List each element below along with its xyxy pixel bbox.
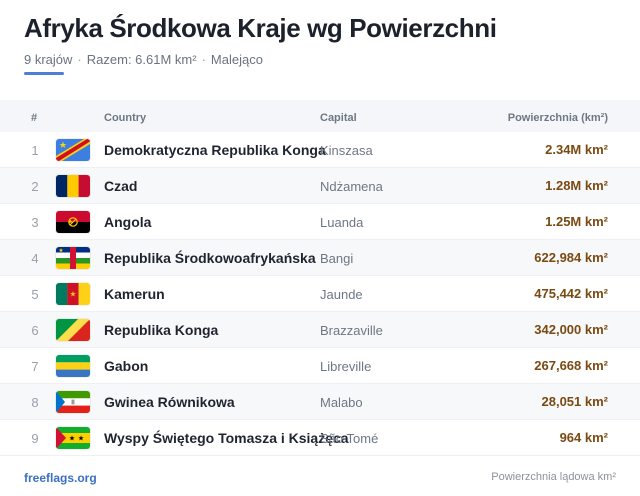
area-value: 28,051 km² [541,394,609,409]
total-area: Razem: 6.61M km² [86,52,197,67]
sao-tome-flag-icon [56,427,90,449]
row-number: 4 [31,251,39,266]
chad-flag-icon [56,175,90,197]
page-title: Afryka Środkowa Kraje wg Powierzchni [24,13,497,43]
capital-name: Libreville [320,359,372,374]
row-number: 8 [31,395,39,410]
area-value: 622,984 km² [534,250,608,265]
table-row[interactable]: 7 Gabon Libreville 267,668 km² [0,348,640,384]
country-count: 9 krajów [24,52,73,67]
column-header-area[interactable]: Powierzchnia (km²) [507,112,608,124]
page-header: Afryka Środkowa Kraje wg Powierzchni 9 k… [24,12,624,75]
column-header-country[interactable]: Country [104,112,147,124]
table-row[interactable]: 5 Kamerun Jaunde 475,442 km² [0,276,640,312]
car-flag-icon [56,247,90,269]
congo-flag-icon [56,319,90,341]
country-name: Republika Środkowoafrykańska [104,250,316,266]
row-number: 1 [31,143,39,158]
row-number: 6 [31,323,39,338]
country-name: Gabon [104,358,149,374]
source-link[interactable]: freeflags.org [24,471,97,485]
area-value: 342,000 km² [534,322,608,337]
row-number: 5 [31,287,39,302]
separator: · [77,52,82,67]
country-name: Kamerun [104,286,165,302]
row-number: 7 [31,359,39,374]
row-number: 9 [31,431,39,446]
area-value: 2.34M km² [545,142,608,157]
gabon-flag-icon [56,355,90,377]
area-value: 475,442 km² [534,286,608,301]
row-number: 3 [31,215,39,230]
footer-note: Powierzchnia lądowa km² [491,471,616,483]
country-name: Czad [104,178,138,194]
area-value: 1.25M km² [545,214,608,229]
country-name: Republika Konga [104,322,219,338]
capital-name: Jaunde [320,287,363,302]
table-row[interactable]: 4 Republika Środkowoafrykańska Bangi 622… [0,240,640,276]
capital-name: Bangi [320,251,354,266]
page-subtitle: 9 krajów · Razem: 6.61M km² · Malejąco [24,52,624,68]
row-number: 2 [31,179,39,194]
capital-name: Malabo [320,395,363,410]
capital-name: São Tomé [320,431,379,446]
equatorial-guinea-flag-icon [56,391,90,413]
page-footer: freeflags.org Powierzchnia lądowa km² [0,460,640,496]
drc-flag-icon [56,139,90,161]
table-row[interactable]: 3 Angola Luanda 1.25M km² [0,204,640,240]
column-header-number[interactable]: # [31,112,38,124]
table-row[interactable]: 8 Gwinea Równikowa Malabo 28,051 km² [0,384,640,420]
cameroon-flag-icon [56,283,90,305]
capital-name: Ndżamena [320,179,383,194]
table-row[interactable]: 1 Demokratyczna Republika Konga Kinszasa… [0,132,640,168]
table-header: # Country Capital Powierzchnia (km²) [0,100,640,132]
area-value: 1.28M km² [545,178,608,193]
capital-name: Brazzaville [320,323,383,338]
title-accent-line [24,72,64,75]
area-value: 964 km² [559,430,608,445]
table-row[interactable]: 9 Wyspy Świętego Tomasza i Książęca São … [0,420,640,456]
separator: · [201,52,206,67]
capital-name: Kinszasa [320,143,373,158]
countries-table: # Country Capital Powierzchnia (km²) 1 D… [0,100,640,456]
country-name: Gwinea Równikowa [104,394,235,410]
area-value: 267,668 km² [534,358,608,373]
sort-order: Malejąco [210,52,263,67]
country-name: Wyspy Świętego Tomasza i Książęca [104,430,349,446]
angola-flag-icon [56,211,90,233]
column-header-capital[interactable]: Capital [320,112,357,124]
table-row[interactable]: 2 Czad Ndżamena 1.28M km² [0,168,640,204]
capital-name: Luanda [320,215,364,230]
table-row[interactable]: 6 Republika Konga Brazzaville 342,000 km… [0,312,640,348]
country-name: Demokratyczna Republika Konga [104,142,326,158]
country-name: Angola [104,214,152,230]
